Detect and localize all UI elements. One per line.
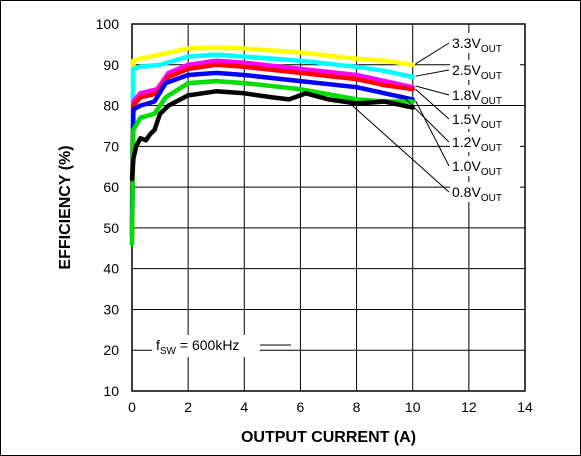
y-tick-label: 40 [103,261,119,277]
legend-label-subscript: OUT [481,167,502,178]
ticks-layer: 0 2 4 6 8 10 12 14 10 20 30 40 50 60 70 80 90 100 [96,16,533,415]
legend-label-background [450,156,520,176]
legend-label-subscript: OUT [481,71,502,82]
x-tick-label: 6 [297,399,305,415]
x-axis-title: OUTPUT CURRENT (A) [241,429,416,446]
legend-label-subscript: OUT [481,120,502,131]
y-tick-label: 90 [103,57,119,73]
legend-leader-line [415,88,450,120]
y-tick-label: 60 [103,179,119,195]
series-line [129,62,415,231]
series-line [129,89,415,182]
legend-label-background [450,182,520,202]
switching-frequency-note: fSW = 600kHz [156,337,239,357]
series-line [129,78,415,247]
annotation-subscript: SW [160,346,177,357]
series-line [129,70,415,239]
annotation-layer: fSW = 600kHz [152,335,291,357]
legend-label-subscript: OUT [481,143,502,154]
legend-leader-line [401,94,450,143]
series-line [129,52,415,210]
y-tick-label: 20 [103,342,119,358]
x-tick-label: 0 [128,399,136,415]
series-layer [129,45,415,247]
legend-leader-line [350,103,450,193]
legend-leader-line [415,42,450,65]
legend-leader-line [415,69,450,77]
legend-label-subscript: OUT [481,44,502,55]
x-tick-label: 14 [517,399,533,415]
x-tick-label: 8 [353,399,361,415]
y-tick-label: 30 [103,301,119,317]
x-tick-label: 12 [461,399,477,415]
legend-layer: 3.3VOUT2.5VOUT1.8VOUT1.5VOUT1.2VOUT1.0VO… [350,33,520,204]
x-tick-label: 10 [405,399,421,415]
legend-label-background [450,109,520,129]
y-tick-label: 100 [96,16,120,32]
series-line [129,58,415,222]
legend-label-subscript: OUT [481,96,502,107]
legend-label-background [450,33,520,53]
legend-leader-line [415,85,450,96]
y-axis-title: EFFICIENCY (%) [57,145,74,269]
annotation-value: = 600kHz [176,337,239,353]
annotation-background [152,335,260,357]
y-tick-label: 70 [103,138,119,154]
legend-label-subscript: OUT [481,193,502,204]
legend-label-background [450,132,520,152]
y-tick-label: 50 [103,220,119,236]
series-line [129,45,415,190]
x-tick-label: 2 [184,399,192,415]
legend-label-background [450,60,520,80]
y-tick-label: 10 [103,383,119,399]
y-tick-label: 80 [103,98,119,114]
x-tick-label: 4 [240,399,248,415]
legend-label-background [450,85,520,105]
legend-leader-line [415,100,450,167]
